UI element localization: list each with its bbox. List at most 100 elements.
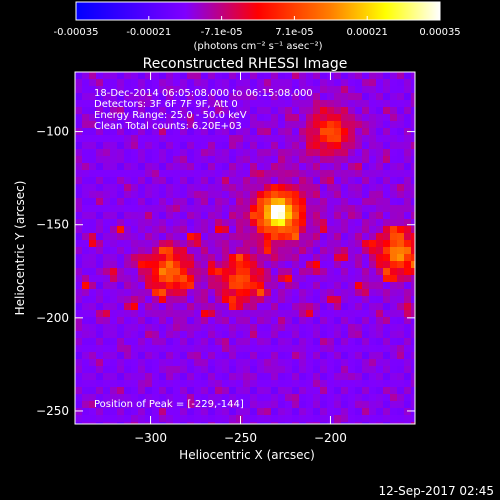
heatmap-cell: [411, 149, 415, 156]
heatmap-cell: [222, 121, 229, 128]
heatmap-cell: [271, 317, 278, 324]
heatmap-cell: [103, 205, 110, 212]
heatmap-cell: [355, 289, 362, 296]
heatmap-cell: [152, 205, 159, 212]
heatmap-cell: [313, 373, 320, 380]
heatmap-cell: [355, 135, 362, 142]
heatmap-cell: [271, 387, 278, 394]
heatmap-cell: [369, 72, 376, 79]
heatmap-cell: [96, 310, 103, 317]
heatmap-cell: [194, 107, 201, 114]
heatmap-cell: [222, 422, 229, 424]
heatmap-cell: [383, 366, 390, 373]
heatmap-cell: [264, 233, 271, 240]
heatmap-cell: [152, 380, 159, 387]
heatmap-cell: [124, 86, 131, 93]
heatmap-cell: [82, 268, 89, 275]
heatmap-cell: [208, 247, 215, 254]
heatmap-cell: [166, 387, 173, 394]
heatmap-cell: [271, 142, 278, 149]
heatmap-cell: [89, 121, 96, 128]
heatmap-cell: [327, 121, 334, 128]
heatmap-cell: [257, 226, 264, 233]
heatmap-cell: [334, 401, 341, 408]
heatmap-cell: [327, 114, 334, 121]
heatmap-cell: [173, 212, 180, 219]
heatmap-cell: [201, 93, 208, 100]
heatmap-cell: [278, 128, 285, 135]
heatmap-cell: [285, 191, 292, 198]
heatmap-cell: [376, 380, 383, 387]
heatmap-cell: [229, 184, 236, 191]
heatmap-cell: [285, 401, 292, 408]
heatmap-cell: [117, 338, 124, 345]
heatmap-cell: [411, 177, 415, 184]
heatmap-cell: [390, 114, 397, 121]
heatmap-cell: [292, 198, 299, 205]
colorbar: [75, 1, 441, 21]
heatmap-cell: [313, 352, 320, 359]
heatmap-cell: [89, 352, 96, 359]
heatmap-cell: [152, 366, 159, 373]
heatmap-cell: [285, 72, 292, 79]
heatmap-cell: [243, 184, 250, 191]
heatmap-cell: [180, 254, 187, 261]
heatmap-cell: [166, 303, 173, 310]
heatmap-cell: [271, 191, 278, 198]
heatmap-cell: [180, 261, 187, 268]
heatmap-cell: [82, 247, 89, 254]
heatmap-cell: [180, 296, 187, 303]
heatmap-cell: [250, 240, 257, 247]
heatmap-cell: [82, 170, 89, 177]
heatmap-cell: [215, 212, 222, 219]
heatmap-cell: [334, 303, 341, 310]
heatmap-cell: [313, 345, 320, 352]
heatmap-cell: [383, 191, 390, 198]
heatmap-cell: [285, 240, 292, 247]
heatmap-cell: [383, 415, 390, 422]
heatmap-cell: [89, 408, 96, 415]
heatmap-cell: [117, 100, 124, 107]
heatmap-cell: [264, 268, 271, 275]
heatmap-cell: [292, 212, 299, 219]
heatmap-cell: [138, 226, 145, 233]
heatmap-cell: [194, 408, 201, 415]
heatmap-cell: [278, 191, 285, 198]
y-tick-label: −250: [36, 404, 69, 418]
heatmap-cell: [320, 268, 327, 275]
heatmap-cell: [75, 212, 82, 219]
heatmap-cell: [257, 261, 264, 268]
heatmap-cell: [271, 289, 278, 296]
heatmap-cell: [278, 156, 285, 163]
heatmap-cell: [75, 261, 82, 268]
heatmap-cell: [159, 121, 166, 128]
heatmap-cell: [152, 254, 159, 261]
heatmap-cell: [194, 366, 201, 373]
heatmap-cell: [257, 268, 264, 275]
heatmap-cell: [243, 310, 250, 317]
heatmap-cell: [201, 289, 208, 296]
heatmap-cell: [369, 184, 376, 191]
heatmap-cell: [257, 170, 264, 177]
heatmap-cell: [96, 184, 103, 191]
heatmap-cell: [383, 107, 390, 114]
heatmap-cell: [117, 366, 124, 373]
heatmap-cell: [229, 373, 236, 380]
heatmap-cell: [187, 310, 194, 317]
heatmap-cell: [355, 163, 362, 170]
heatmap-cell: [285, 177, 292, 184]
heatmap-cell: [75, 289, 82, 296]
heatmap-cell: [271, 212, 278, 219]
heatmap-cell: [131, 345, 138, 352]
heatmap-cell: [201, 422, 208, 424]
heatmap-cell: [145, 324, 152, 331]
heatmap-cell: [82, 184, 89, 191]
heatmap-cell: [117, 156, 124, 163]
heatmap-cell: [117, 310, 124, 317]
heatmap-cell: [306, 310, 313, 317]
heatmap-cell: [285, 261, 292, 268]
heatmap-cell: [397, 72, 404, 79]
heatmap-cell: [117, 345, 124, 352]
heatmap-cell: [138, 247, 145, 254]
heatmap-cell: [110, 310, 117, 317]
